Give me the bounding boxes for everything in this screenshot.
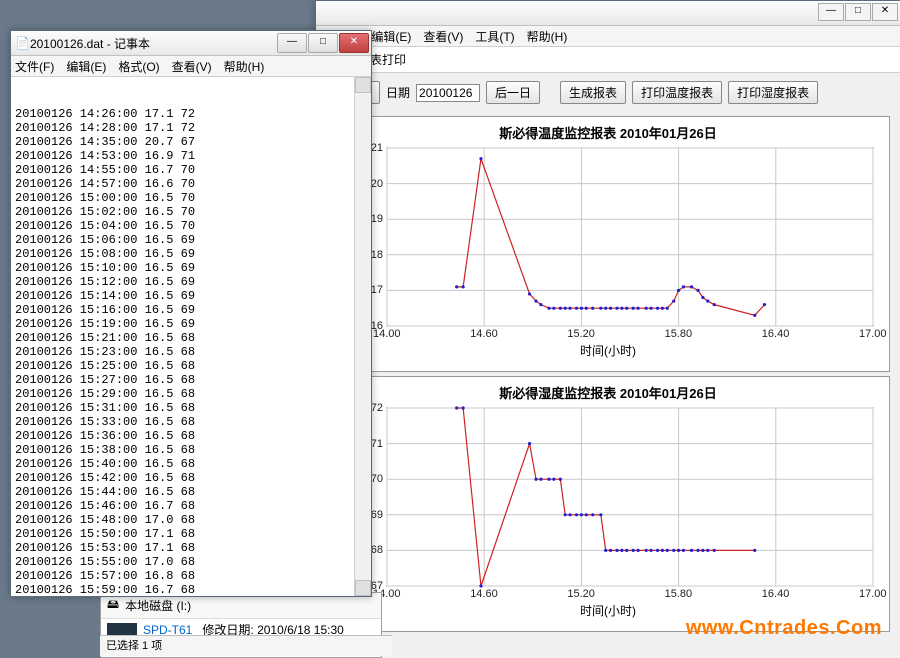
date-label: 日期 [386, 84, 410, 101]
drive-icon: 🖴 [107, 595, 119, 616]
np-min-button[interactable]: — [277, 33, 307, 53]
main-titlebar[interactable]: — □ ✕ [316, 1, 900, 26]
np-menu-view[interactable]: 查看(V) [172, 58, 212, 75]
print-humid-button[interactable]: 打印湿度报表 [728, 81, 818, 104]
date-input[interactable] [416, 84, 480, 102]
temperature-chart: 斯必得温度监控报表 2010年01月26日 温度 (摄式度) 161718192… [326, 116, 890, 372]
menu-edit[interactable]: 编辑(E) [371, 28, 411, 45]
notepad-icon: 📄 [15, 36, 30, 50]
np-menu-edit[interactable]: 编辑(E) [66, 58, 106, 75]
notepad-titlebar[interactable]: 📄 20100126.dat - 记事本 — □ ✕ [11, 31, 371, 56]
chart2-title: 斯必得湿度监控报表 2010年01月26日 [331, 383, 885, 402]
chart1-xlabel: 时间(小时) [331, 342, 885, 359]
watermark: www.Cntrades.Com [686, 617, 882, 640]
menu-help[interactable]: 帮助(H) [527, 28, 568, 45]
notepad-window: 📄 20100126.dat - 记事本 — □ ✕ 文件(F) 编辑(E) 格… [10, 30, 372, 597]
np-max-button[interactable]: □ [308, 33, 338, 53]
np-menu-file[interactable]: 文件(F) [15, 58, 54, 75]
main-menubar: 文件(F) 编辑(E) 查看(V) 工具(T) 帮助(H) [316, 26, 900, 47]
gen-report-button[interactable]: 生成报表 [560, 81, 626, 104]
main-window: — □ ✕ 文件(F) 编辑(E) 查看(V) 工具(T) 帮助(H) 温湿度图… [315, 0, 900, 658]
next-day-button[interactable]: 后一日 [486, 81, 540, 104]
np-menu-help[interactable]: 帮助(H) [224, 58, 265, 75]
max-button[interactable]: □ [845, 3, 871, 21]
toolbar: 前一日 日期 后一日 生成报表 打印温度报表 打印湿度报表 [316, 73, 900, 112]
status-bar: 已选择 1 项 [100, 635, 392, 656]
menu-tool[interactable]: 工具(T) [475, 28, 514, 45]
close-button[interactable]: ✕ [872, 3, 898, 21]
menu-view[interactable]: 查看(V) [423, 28, 463, 45]
notepad-menubar: 文件(F) 编辑(E) 格式(O) 查看(V) 帮助(H) [11, 56, 371, 77]
min-button[interactable]: — [818, 3, 844, 21]
print-temp-button[interactable]: 打印温度报表 [632, 81, 722, 104]
drive-label[interactable]: 本地磁盘 (I:) [125, 597, 191, 614]
chart1-title: 斯必得温度监控报表 2010年01月26日 [331, 123, 885, 142]
humidity-chart: 斯必得湿度监控报表 2010年01月26日 湿度 (%) 67686970717… [326, 376, 890, 632]
np-menu-format[interactable]: 格式(O) [118, 58, 159, 75]
subtitle: 温湿度图表打印 [316, 47, 900, 73]
np-close-button[interactable]: ✕ [339, 33, 369, 53]
notepad-body[interactable]: 20100126 14:26:00 17.1 72 20100126 14:28… [11, 77, 371, 596]
notepad-title: 20100126.dat - 记事本 [30, 35, 150, 52]
scrollbar[interactable] [354, 77, 371, 596]
